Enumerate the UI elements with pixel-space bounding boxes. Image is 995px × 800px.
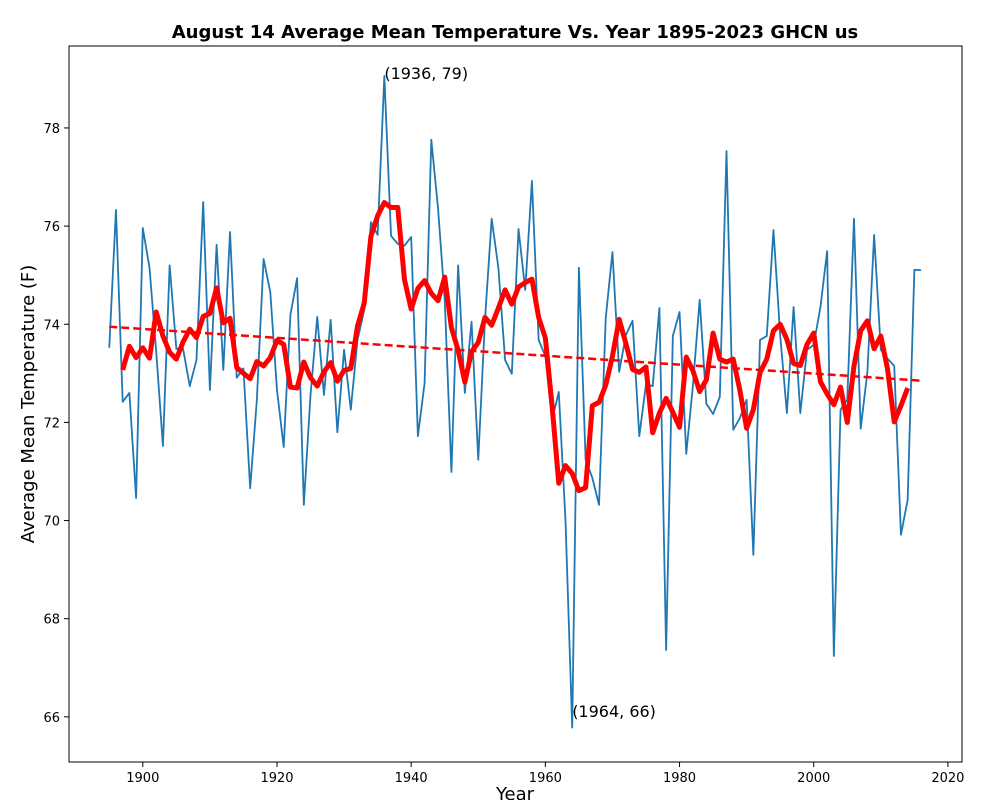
- x-tick-label: 2020: [931, 771, 964, 786]
- annotation: (1936, 79): [384, 64, 468, 83]
- data-line: [109, 325, 922, 382]
- y-axis-label: Average Mean Temperature (F): [18, 265, 39, 544]
- data-line: [120, 200, 910, 494]
- x-tick-label: 1960: [529, 771, 562, 786]
- x-tick-label: 1940: [395, 771, 428, 786]
- x-axis-label: Year: [495, 784, 535, 800]
- y-tick-label: 74: [43, 318, 60, 333]
- x-tick-label: 1900: [126, 771, 159, 786]
- x-tick-label: 1980: [663, 771, 696, 786]
- data-line: [108, 75, 922, 729]
- plot-frame: [68, 45, 963, 763]
- y-tick-label: 78: [43, 122, 60, 137]
- y-tick-label: 66: [43, 711, 60, 726]
- x-tick-label: 1920: [260, 771, 293, 786]
- chart-title: August 14 Average Mean Temperature Vs. Y…: [172, 22, 859, 43]
- y-tick-label: 72: [43, 416, 60, 431]
- x-tick-label: 2000: [797, 771, 830, 786]
- y-tick-label: 70: [43, 515, 60, 530]
- y-tick-label: 68: [43, 613, 60, 628]
- y-tick-label: 76: [43, 220, 60, 235]
- annotation: (1964, 66): [572, 702, 656, 721]
